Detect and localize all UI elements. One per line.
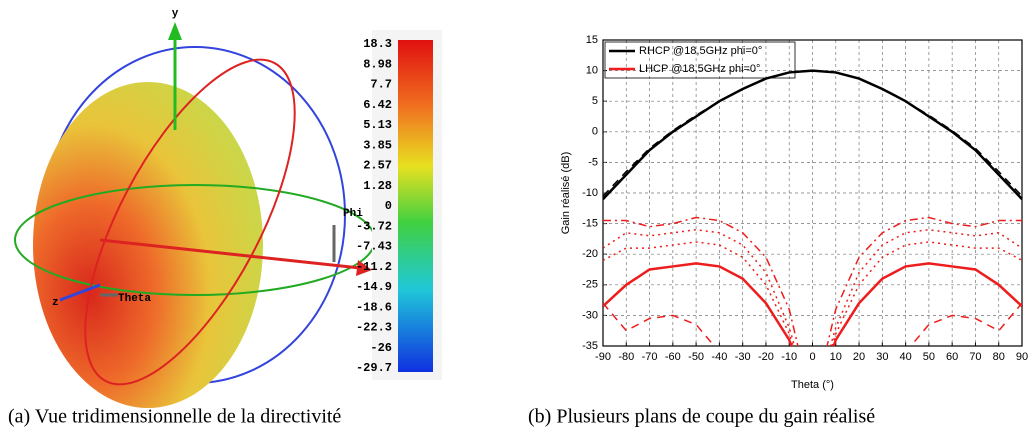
colorbar-label: 2.57 [363, 159, 392, 173]
y-tick-label: -10 [582, 187, 598, 199]
x-tick-label: 50 [923, 351, 935, 363]
series-line [603, 69, 1022, 200]
colorbar [398, 40, 433, 372]
y-tick-label: -25 [582, 279, 598, 291]
plot-frame [602, 39, 1023, 347]
x-tick-label: 90 [1016, 351, 1028, 363]
colorbar-labels: 18.3 8.98 7.7 6.42 5.13 3.85 2.57 1.28 0 -3.72 -7.… [356, 37, 392, 375]
x-axis [99, 238, 361, 270]
series-line [603, 216, 1022, 346]
caption: (a) Vue tridimensionnelle de la directiv… [8, 406, 341, 428]
colorbar-label: -3.72 [356, 219, 392, 233]
y-tick-label: 15 [586, 34, 598, 46]
colorbar-label: -7.43 [356, 240, 392, 254]
colorbar-label: 8.98 [363, 57, 392, 71]
series-line [603, 302, 1022, 346]
axis-label: z [52, 297, 59, 309]
x-tick-label: 20 [853, 351, 865, 363]
z-axis [59, 283, 101, 302]
y-tick-label: -5 [588, 156, 598, 168]
colorbar-label: 18.3 [363, 37, 392, 51]
y-tick-label: 5 [592, 95, 598, 107]
arrow [356, 260, 372, 276]
legend-box [604, 41, 796, 79]
panel-a: y x z Phi Theta 18.38.987.76.425.133.852… [14, 8, 442, 408]
arrow [168, 22, 182, 40]
x-tick-label: 40 [899, 351, 911, 363]
y-axis-label: Gain réalisé (dB) [560, 152, 572, 235]
y-tick-label: 0 [592, 126, 598, 138]
colorbar-label: 3.85 [363, 138, 392, 152]
colorbar-label: -22.3 [356, 321, 392, 335]
x-tick-label: -50 [688, 351, 704, 363]
y-tick-label: 10 [586, 65, 598, 77]
y-tick-label: -20 [582, 248, 598, 260]
colorbar-label: 7.7 [370, 78, 392, 92]
axis-label: y [172, 8, 179, 20]
y-tick-label: -30 [582, 309, 598, 321]
x-tick-label: 10 [830, 351, 842, 363]
y-tick-label: -15 [582, 218, 598, 230]
colorbar-label: -18.6 [356, 300, 392, 314]
x-tick-label: 70 [969, 351, 981, 363]
colorbar-label: -26 [370, 341, 392, 355]
colorbar-label: 5.13 [363, 118, 392, 132]
legend-label: RHCP @18,5GHz phi=0° [639, 45, 762, 57]
x-tick-label: -10 [781, 351, 797, 363]
axis-label: Phi [343, 208, 363, 220]
x-tick-label: 80 [993, 351, 1005, 363]
x-tick-label: -60 [665, 351, 681, 363]
series-line [603, 262, 1022, 346]
colorbar-label: -14.9 [356, 280, 392, 294]
x-tick-label: 60 [946, 351, 958, 363]
x-tick-label: -30 [735, 351, 751, 363]
series-line [603, 241, 1022, 346]
x-axis-label: Theta (°) [791, 379, 834, 391]
legend-label: LHCP @18,5GHz phi=0° [639, 63, 760, 75]
colorbar-label: -11.2 [356, 260, 392, 274]
colorbar-label: 6.42 [363, 98, 392, 112]
x-tick-label: -20 [758, 351, 774, 363]
x-tick-label: -70 [642, 351, 658, 363]
x-tick-label: -40 [711, 351, 727, 363]
axis-label: Theta [118, 293, 151, 305]
plot-lines [603, 69, 1022, 346]
x-tick-label: 30 [876, 351, 888, 363]
colorbar-label: -29.7 [356, 361, 392, 375]
x-tick-label: 0 [809, 351, 815, 363]
colorbar-label: 0 [385, 199, 392, 213]
colorbar-label: 1.28 [363, 179, 392, 193]
caption: (b) Plusieurs plans de coupe du gain réa… [528, 406, 875, 428]
y-tick-label: -35 [582, 340, 598, 352]
x-tick-label: -80 [618, 351, 634, 363]
x-tick-label: -90 [595, 351, 611, 363]
